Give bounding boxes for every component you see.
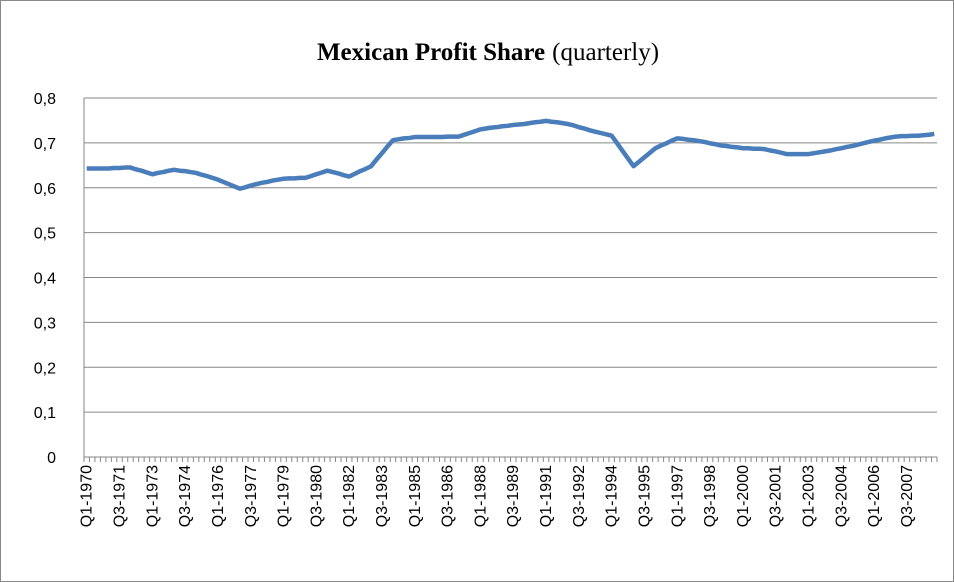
chart-title-group: Mexican Profit Share (quarterly) xyxy=(317,39,659,66)
y-tick-label: 0,3 xyxy=(34,315,56,332)
x-tick-label: Q1-1991 xyxy=(538,465,555,527)
series-line xyxy=(86,118,935,191)
x-tick-label: Q3-2001 xyxy=(768,465,785,527)
x-tick-label: Q3-1971 xyxy=(112,465,129,527)
x-tick-label: Q1-1973 xyxy=(144,465,161,527)
x-tick-label: Q1-1982 xyxy=(341,465,358,527)
x-tick-label: Q1-1985 xyxy=(407,465,424,527)
y-tick-label: 0,8 xyxy=(34,91,56,108)
x-tick-label: Q3-1977 xyxy=(243,465,260,527)
x-tick-label: Q3-1995 xyxy=(636,465,653,527)
x-tick-label: Q1-2000 xyxy=(735,465,752,527)
x-tick-label: Q1-2006 xyxy=(866,465,883,527)
x-tick-label: Q1-1994 xyxy=(604,465,621,527)
y-tick-label: 0,4 xyxy=(34,271,56,288)
chart-title-note: (quarterly) xyxy=(552,39,659,66)
y-tick-label: 0,1 xyxy=(34,405,56,422)
x-tick-label: Q3-2004 xyxy=(833,465,850,527)
x-tick-label: Q3-1986 xyxy=(440,465,457,527)
x-tick-label: Q1-2003 xyxy=(801,465,818,527)
y-tick-label: 0,5 xyxy=(34,226,56,243)
x-tick-label: Q1-1970 xyxy=(79,465,96,527)
x-tick-label: Q1-1997 xyxy=(669,465,686,527)
chart-title: Mexican Profit Share xyxy=(317,39,545,66)
x-tick-label: Q3-1989 xyxy=(505,465,522,527)
x-tick-label: Q1-1976 xyxy=(210,465,227,527)
x-tick-label: Q1-1979 xyxy=(276,465,293,527)
y-tick-label: 0,2 xyxy=(34,360,56,377)
y-tick-label: 0 xyxy=(47,450,56,467)
y-tick-label: 0,6 xyxy=(34,181,56,198)
x-tick-label: Q3-2007 xyxy=(899,465,916,527)
x-tick-label: Q3-1983 xyxy=(374,465,391,527)
x-tick-label: Q1-1988 xyxy=(472,465,489,527)
x-tick-label: Q3-1992 xyxy=(571,465,588,527)
y-tick-label: 0,7 xyxy=(34,136,56,153)
x-tick-label: Q3-1980 xyxy=(308,465,325,527)
x-tick-label: Q3-1974 xyxy=(177,465,194,527)
x-tick-label: Q3-1998 xyxy=(702,465,719,527)
